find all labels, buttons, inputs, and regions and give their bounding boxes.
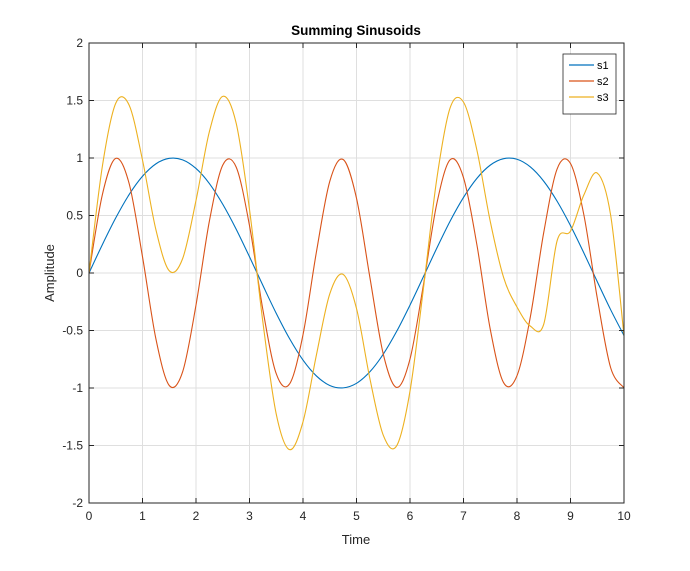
y-tick-label: -1.5 (62, 439, 83, 453)
y-tick-label: -0.5 (62, 324, 83, 338)
y-tick-label: 2 (76, 36, 83, 50)
y-tick-label: 0.5 (66, 209, 83, 223)
x-axis-label: Time (342, 532, 370, 547)
series-line-s2 (88, 157, 625, 389)
legend-label-s2: s2 (597, 76, 609, 88)
x-tick-label: 3 (246, 509, 253, 523)
x-tick-label: 8 (514, 509, 521, 523)
series-line-s1 (88, 157, 625, 389)
y-tick-label: 1.5 (66, 94, 83, 108)
legend-box (562, 53, 617, 115)
x-tick-label: 4 (300, 509, 307, 523)
x-tick-label: 9 (567, 509, 574, 523)
series-line-s3 (88, 95, 625, 451)
x-tick-label: 2 (193, 509, 200, 523)
y-tick-label: 0 (76, 266, 83, 280)
x-tick-label: 0 (86, 509, 93, 523)
y-tick-label: 1 (76, 151, 83, 165)
chart-title: Summing Sinusoids (291, 23, 421, 38)
grid (89, 43, 624, 503)
y-tick-label: -1 (72, 381, 83, 395)
series-lines (88, 95, 625, 451)
legend-label-s3: s3 (597, 92, 609, 104)
x-tick-label: 7 (460, 509, 467, 523)
x-tick-label: 1 (139, 509, 146, 523)
x-tick-label: 10 (617, 509, 631, 523)
x-tick-label: 5 (353, 509, 360, 523)
legend-label-s1: s1 (597, 60, 609, 72)
y-axis-label: Amplitude (42, 244, 57, 302)
axis-ticks: 0 1 2 3 4 5 6 7 8 9 10 -2 -1.5 -1 -0.5 0 0.5 1 1.5 2 (62, 36, 631, 523)
y-tick-label: -2 (72, 496, 83, 510)
x-tick-label: 6 (407, 509, 414, 523)
legend[interactable]: s1 s2 s3 (562, 53, 617, 115)
